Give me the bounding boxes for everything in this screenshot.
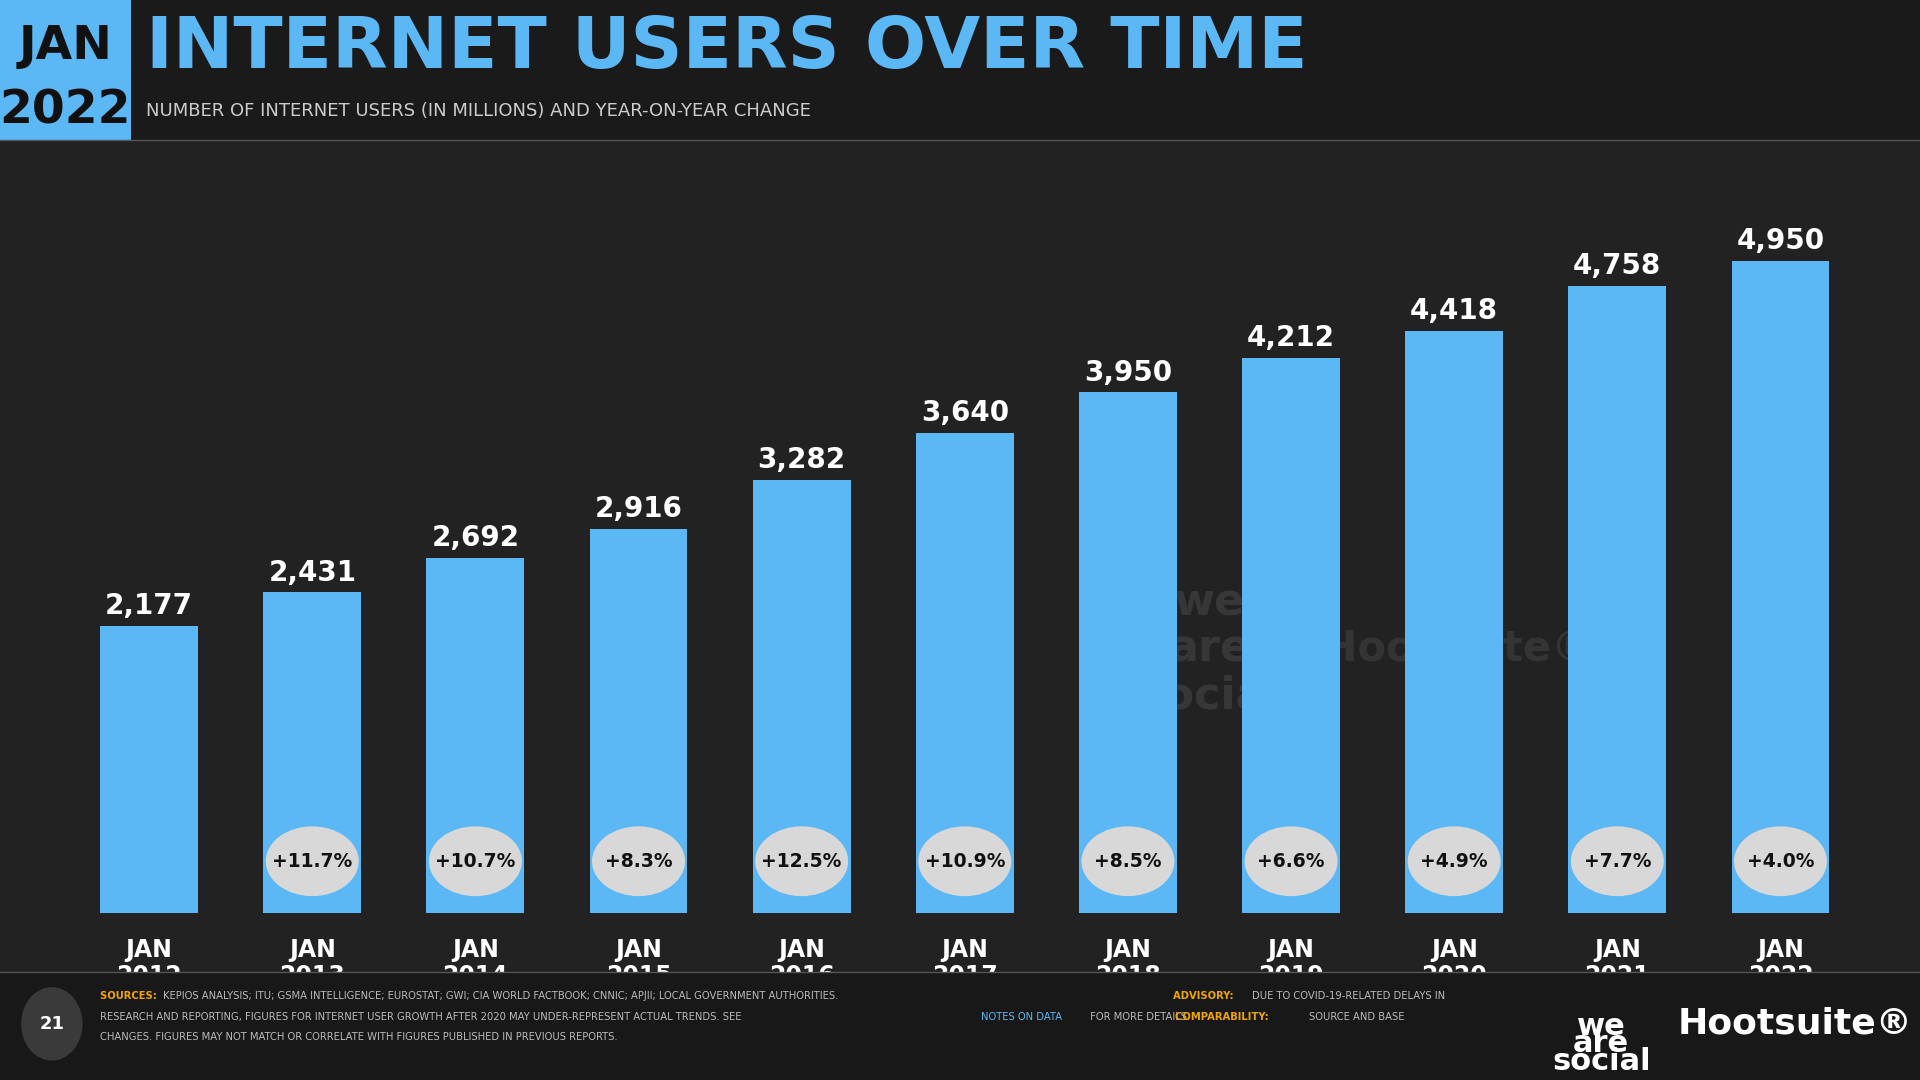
Circle shape (1697, 5, 1884, 110)
Text: JAN: JAN (1104, 937, 1152, 961)
Ellipse shape (918, 826, 1012, 896)
Text: are: are (1572, 1029, 1630, 1058)
Ellipse shape (1407, 826, 1501, 896)
Ellipse shape (1081, 826, 1175, 896)
Text: +12.5%: +12.5% (762, 852, 841, 870)
Text: +8.5%: +8.5% (1094, 852, 1162, 870)
Bar (753, 481, 851, 913)
Text: 2019: 2019 (1258, 964, 1325, 988)
Text: ADVISORY:: ADVISORY: (1173, 991, 1236, 1001)
Text: 2021: 2021 (1584, 964, 1649, 988)
Text: +10.7%: +10.7% (436, 852, 516, 870)
Text: KEPIOS ANALYSIS; ITU; GSMA INTELLIGENCE; EUROSTAT; GWI; CIA WORLD FACTBOOK; CNNI: KEPIOS ANALYSIS; ITU; GSMA INTELLIGENCE;… (163, 991, 849, 1001)
Bar (1242, 357, 1340, 913)
Circle shape (1716, 1013, 1732, 1030)
Text: JAN: JAN (1267, 937, 1315, 961)
Ellipse shape (755, 826, 849, 896)
Text: 2022: 2022 (1747, 964, 1812, 988)
Ellipse shape (1734, 826, 1828, 896)
Text: JAN: JAN (778, 937, 826, 961)
Text: social: social (1551, 1047, 1651, 1076)
Ellipse shape (1782, 36, 1843, 66)
Text: 21: 21 (38, 1015, 65, 1032)
Text: Hootsuite®: Hootsuite® (1678, 1007, 1912, 1041)
Text: JAN: JAN (941, 937, 989, 961)
Text: FOR MORE DETAILS.: FOR MORE DETAILS. (1087, 1012, 1200, 1022)
Text: 2,431: 2,431 (269, 558, 357, 586)
Ellipse shape (1571, 826, 1665, 896)
Text: 2,692: 2,692 (432, 524, 520, 552)
Text: COMPARABILITY:: COMPARABILITY: (1175, 1012, 1273, 1022)
Ellipse shape (265, 826, 359, 896)
Text: 3,640: 3,640 (922, 400, 1008, 428)
Text: SOURCES:: SOURCES: (100, 991, 159, 1001)
Text: 3,950: 3,950 (1085, 359, 1171, 387)
Text: SOURCE AND BASE: SOURCE AND BASE (1309, 1012, 1405, 1022)
Bar (100, 626, 198, 913)
Polygon shape (1722, 989, 1738, 1007)
Ellipse shape (1244, 826, 1338, 896)
Text: NOTES ON DATA: NOTES ON DATA (981, 1012, 1062, 1022)
Bar (1405, 330, 1503, 913)
Text: 3,282: 3,282 (758, 446, 845, 474)
Text: 2013: 2013 (280, 964, 346, 988)
Bar (263, 593, 361, 913)
Text: +7.7%: +7.7% (1584, 852, 1651, 870)
Text: 2014: 2014 (444, 964, 509, 988)
Text: 2018: 2018 (1094, 964, 1162, 988)
Text: 2016: 2016 (768, 964, 835, 988)
Bar (1732, 260, 1830, 913)
Ellipse shape (591, 826, 685, 896)
Text: 2,916: 2,916 (595, 495, 682, 523)
Text: INTERNET USERS OVER TIME: INTERNET USERS OVER TIME (146, 14, 1308, 83)
Text: 4,418: 4,418 (1409, 297, 1498, 325)
Text: CHANGES. FIGURES MAY NOT MATCH OR CORRELATE WITH FIGURES PUBLISHED IN PREVIOUS R: CHANGES. FIGURES MAY NOT MATCH OR CORREL… (100, 1032, 618, 1042)
Text: +11.7%: +11.7% (273, 852, 353, 870)
Bar (589, 528, 687, 913)
Circle shape (1684, 998, 1741, 1063)
Text: 2012: 2012 (117, 964, 182, 988)
Ellipse shape (1738, 30, 1789, 66)
Text: JAN: JAN (1757, 937, 1805, 961)
Bar (426, 558, 524, 913)
Text: JAN: JAN (614, 937, 662, 961)
Text: JAN: JAN (451, 937, 499, 961)
Text: RESEARCH AND REPORTING, FIGURES FOR INTERNET USER GROWTH AFTER 2020 MAY UNDER-RE: RESEARCH AND REPORTING, FIGURES FOR INTE… (100, 1012, 745, 1022)
Text: we: we (1576, 1012, 1626, 1041)
Text: +4.9%: +4.9% (1421, 852, 1488, 870)
Text: 2015: 2015 (605, 964, 672, 988)
Text: 2,177: 2,177 (106, 592, 194, 620)
Circle shape (1693, 1013, 1709, 1030)
Ellipse shape (1713, 57, 1757, 77)
Polygon shape (1688, 989, 1703, 1007)
Bar (1569, 286, 1667, 913)
Text: +6.6%: +6.6% (1258, 852, 1325, 870)
Text: 🦉 Hootsuite®: 🦉 Hootsuite® (1283, 629, 1594, 671)
Text: DUE TO COVID-19-RELATED DELAYS IN: DUE TO COVID-19-RELATED DELAYS IN (1252, 991, 1446, 1001)
Bar (1079, 392, 1177, 913)
Text: JAN: JAN (1594, 937, 1642, 961)
Text: 2017: 2017 (931, 964, 998, 988)
Text: +4.0%: +4.0% (1747, 852, 1814, 870)
Ellipse shape (428, 826, 522, 896)
Bar (916, 433, 1014, 913)
Text: 4,758: 4,758 (1572, 252, 1661, 280)
Text: 4,212: 4,212 (1248, 324, 1334, 352)
Text: we
are
social: we are social (1137, 581, 1281, 717)
Text: +10.9%: +10.9% (925, 852, 1004, 870)
Text: GLOBAL OVERVIEW: GLOBAL OVERVIEW (1724, 116, 1857, 130)
Text: JAN: JAN (1430, 937, 1478, 961)
Ellipse shape (1807, 71, 1841, 86)
Text: 2022: 2022 (0, 89, 131, 134)
Text: JAN: JAN (288, 937, 336, 961)
Text: 4,950: 4,950 (1736, 227, 1824, 255)
Text: 2020: 2020 (1421, 964, 1488, 988)
Text: JAN: JAN (19, 24, 111, 69)
Text: +8.3%: +8.3% (605, 852, 672, 870)
Text: NUMBER OF INTERNET USERS (IN MILLIONS) AND YEAR-ON-YEAR CHANGE: NUMBER OF INTERNET USERS (IN MILLIONS) A… (146, 103, 810, 120)
Text: JAN: JAN (125, 937, 173, 961)
